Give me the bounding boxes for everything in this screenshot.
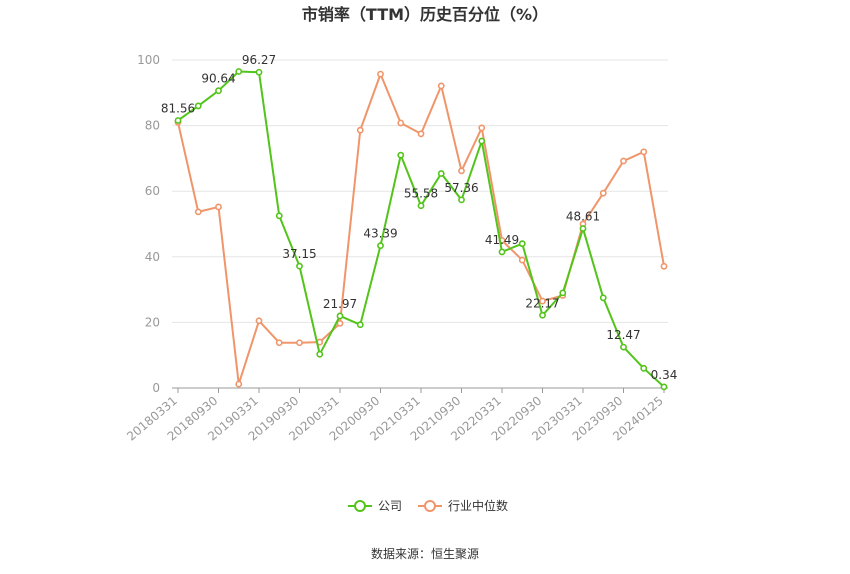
data-point[interactable]	[518, 240, 526, 248]
data-point[interactable]	[640, 364, 648, 372]
data-point[interactable]	[458, 196, 465, 204]
series-line-1	[177, 73, 665, 386]
data-point[interactable]	[498, 248, 506, 256]
data-point[interactable]	[174, 117, 182, 124]
data-point[interactable]	[397, 151, 405, 159]
data-point[interactable]	[215, 87, 222, 95]
data-label: 12.47	[606, 328, 640, 342]
x-axis: 2018033120180930201903312019093020200331…	[124, 387, 668, 444]
legend-marker-0[interactable]	[354, 500, 366, 512]
data-point[interactable]	[518, 256, 526, 264]
legend-label-0[interactable]: 公司	[378, 499, 402, 513]
data-point[interactable]	[194, 102, 202, 110]
series-group	[174, 68, 668, 391]
data-labels: 81.56 90.64 96.27 37.15 21.97 43.39 55.58 57.36…	[161, 53, 678, 382]
chart-title: 市销率（TTM）历史百分位（%）	[302, 5, 548, 24]
data-point[interactable]	[275, 212, 283, 220]
data-point[interactable]	[336, 312, 344, 320]
data-point[interactable]	[660, 262, 668, 270]
data-point[interactable]	[437, 82, 445, 90]
data-point[interactable]	[316, 350, 324, 358]
data-point[interactable]	[356, 321, 364, 329]
y-tick-label: 0	[152, 381, 160, 395]
data-point[interactable]	[397, 119, 405, 127]
data-point[interactable]	[559, 289, 567, 297]
y-tick-label: 20	[145, 315, 160, 329]
legend[interactable]: 公司 行业中位数	[348, 498, 508, 513]
legend-marker-1[interactable]	[424, 500, 436, 512]
data-label: 41.49	[485, 233, 519, 247]
data-point[interactable]	[620, 157, 627, 165]
y-tick-label: 40	[145, 250, 160, 264]
data-point[interactable]	[417, 202, 425, 210]
data-label: 96.27	[242, 53, 276, 67]
data-label: 90.64	[201, 72, 235, 86]
y-tick-label: 60	[145, 184, 160, 198]
data-label: 48.61	[566, 210, 600, 224]
y-tick-label: 100	[137, 53, 160, 67]
data-point[interactable]	[296, 262, 303, 270]
data-label: 22.17	[525, 296, 559, 310]
data-point[interactable]	[336, 319, 344, 327]
data-point[interactable]	[539, 297, 546, 305]
data-point[interactable]	[458, 167, 465, 175]
data-point[interactable]	[437, 170, 445, 177]
data-label: 37.15	[282, 247, 316, 261]
series-line-0	[177, 70, 665, 388]
legend-label-1[interactable]: 行业中位数	[448, 498, 508, 513]
data-point[interactable]	[255, 317, 263, 325]
y-axis: 0 20 40 60 80 100	[137, 53, 160, 395]
data-label: 55.58	[404, 187, 438, 201]
y-tick-label: 80	[145, 119, 160, 133]
data-label: 57.36	[444, 181, 478, 195]
data-point[interactable]	[377, 242, 384, 250]
data-point[interactable]	[417, 130, 425, 138]
data-point[interactable]	[215, 203, 222, 211]
grid	[172, 59, 668, 323]
data-point[interactable]	[478, 137, 486, 145]
data-point[interactable]	[599, 189, 607, 197]
data-point[interactable]	[660, 383, 668, 391]
data-label: 43.39	[363, 227, 397, 241]
data-point[interactable]	[640, 148, 648, 156]
data-point[interactable]	[235, 380, 243, 388]
data-point[interactable]	[478, 124, 486, 132]
source-note: 数据来源：恒生聚源	[371, 546, 479, 561]
data-point[interactable]	[377, 70, 384, 78]
data-point[interactable]	[599, 294, 607, 302]
data-point[interactable]	[235, 68, 243, 75]
data-label: 0.34	[651, 368, 678, 382]
data-point[interactable]	[579, 225, 587, 232]
data-point[interactable]	[539, 311, 546, 319]
data-point[interactable]	[194, 208, 202, 216]
data-label: 21.97	[323, 297, 357, 311]
data-point[interactable]	[356, 126, 364, 134]
data-point[interactable]	[255, 68, 263, 76]
data-label: 81.56	[161, 101, 195, 115]
data-point[interactable]	[620, 343, 627, 351]
data-point[interactable]	[275, 339, 283, 347]
data-point[interactable]	[296, 339, 303, 347]
